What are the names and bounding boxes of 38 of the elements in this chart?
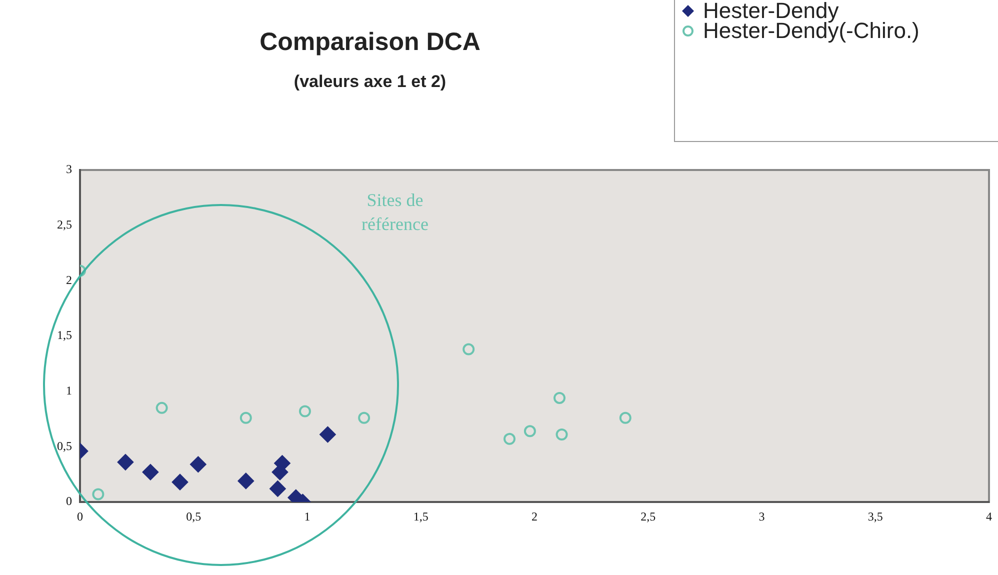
y-tick-label: 2 xyxy=(66,272,72,287)
y-tick-label: 3 xyxy=(66,162,72,176)
point xyxy=(320,426,336,442)
x-tick-label: 3 xyxy=(758,509,765,524)
x-tick-label: 2,5 xyxy=(640,509,656,524)
x-tick-label: 1 xyxy=(304,509,310,524)
x-tick-label: 4 xyxy=(986,509,992,524)
point xyxy=(524,425,536,438)
chart-subtitle: (valeurs axe 1 et 2) xyxy=(292,72,448,92)
point xyxy=(172,474,188,490)
point xyxy=(462,343,475,356)
point xyxy=(238,472,254,489)
y-tick-label: 2,5 xyxy=(57,217,72,232)
point xyxy=(156,402,168,414)
point xyxy=(553,392,566,404)
point xyxy=(92,488,104,500)
point xyxy=(270,480,286,497)
x-tick-label: 1,5 xyxy=(413,509,428,524)
point xyxy=(556,428,568,440)
y-tick-label: 1,5 xyxy=(57,328,72,342)
point xyxy=(117,454,134,470)
chart-title: Comparaison DCA xyxy=(258,28,482,57)
y-tick-label: 0 xyxy=(66,494,72,508)
point xyxy=(240,412,252,424)
x-tick-label: 2 xyxy=(532,509,538,524)
point xyxy=(619,412,632,424)
x-tick-label: 0 xyxy=(77,509,83,524)
point xyxy=(504,432,516,445)
y-tick-label: 0,5 xyxy=(57,438,72,453)
annotation: Sites de référence xyxy=(360,189,430,236)
x-tick-label: 0,5 xyxy=(186,509,202,524)
point xyxy=(190,456,206,472)
x-tick-label: 3,5 xyxy=(868,509,883,524)
point xyxy=(298,405,311,418)
point xyxy=(142,464,158,480)
y-tick-label: 1 xyxy=(66,383,72,398)
legend-label: Hester-Dendy xyxy=(703,0,839,23)
point xyxy=(358,412,370,424)
